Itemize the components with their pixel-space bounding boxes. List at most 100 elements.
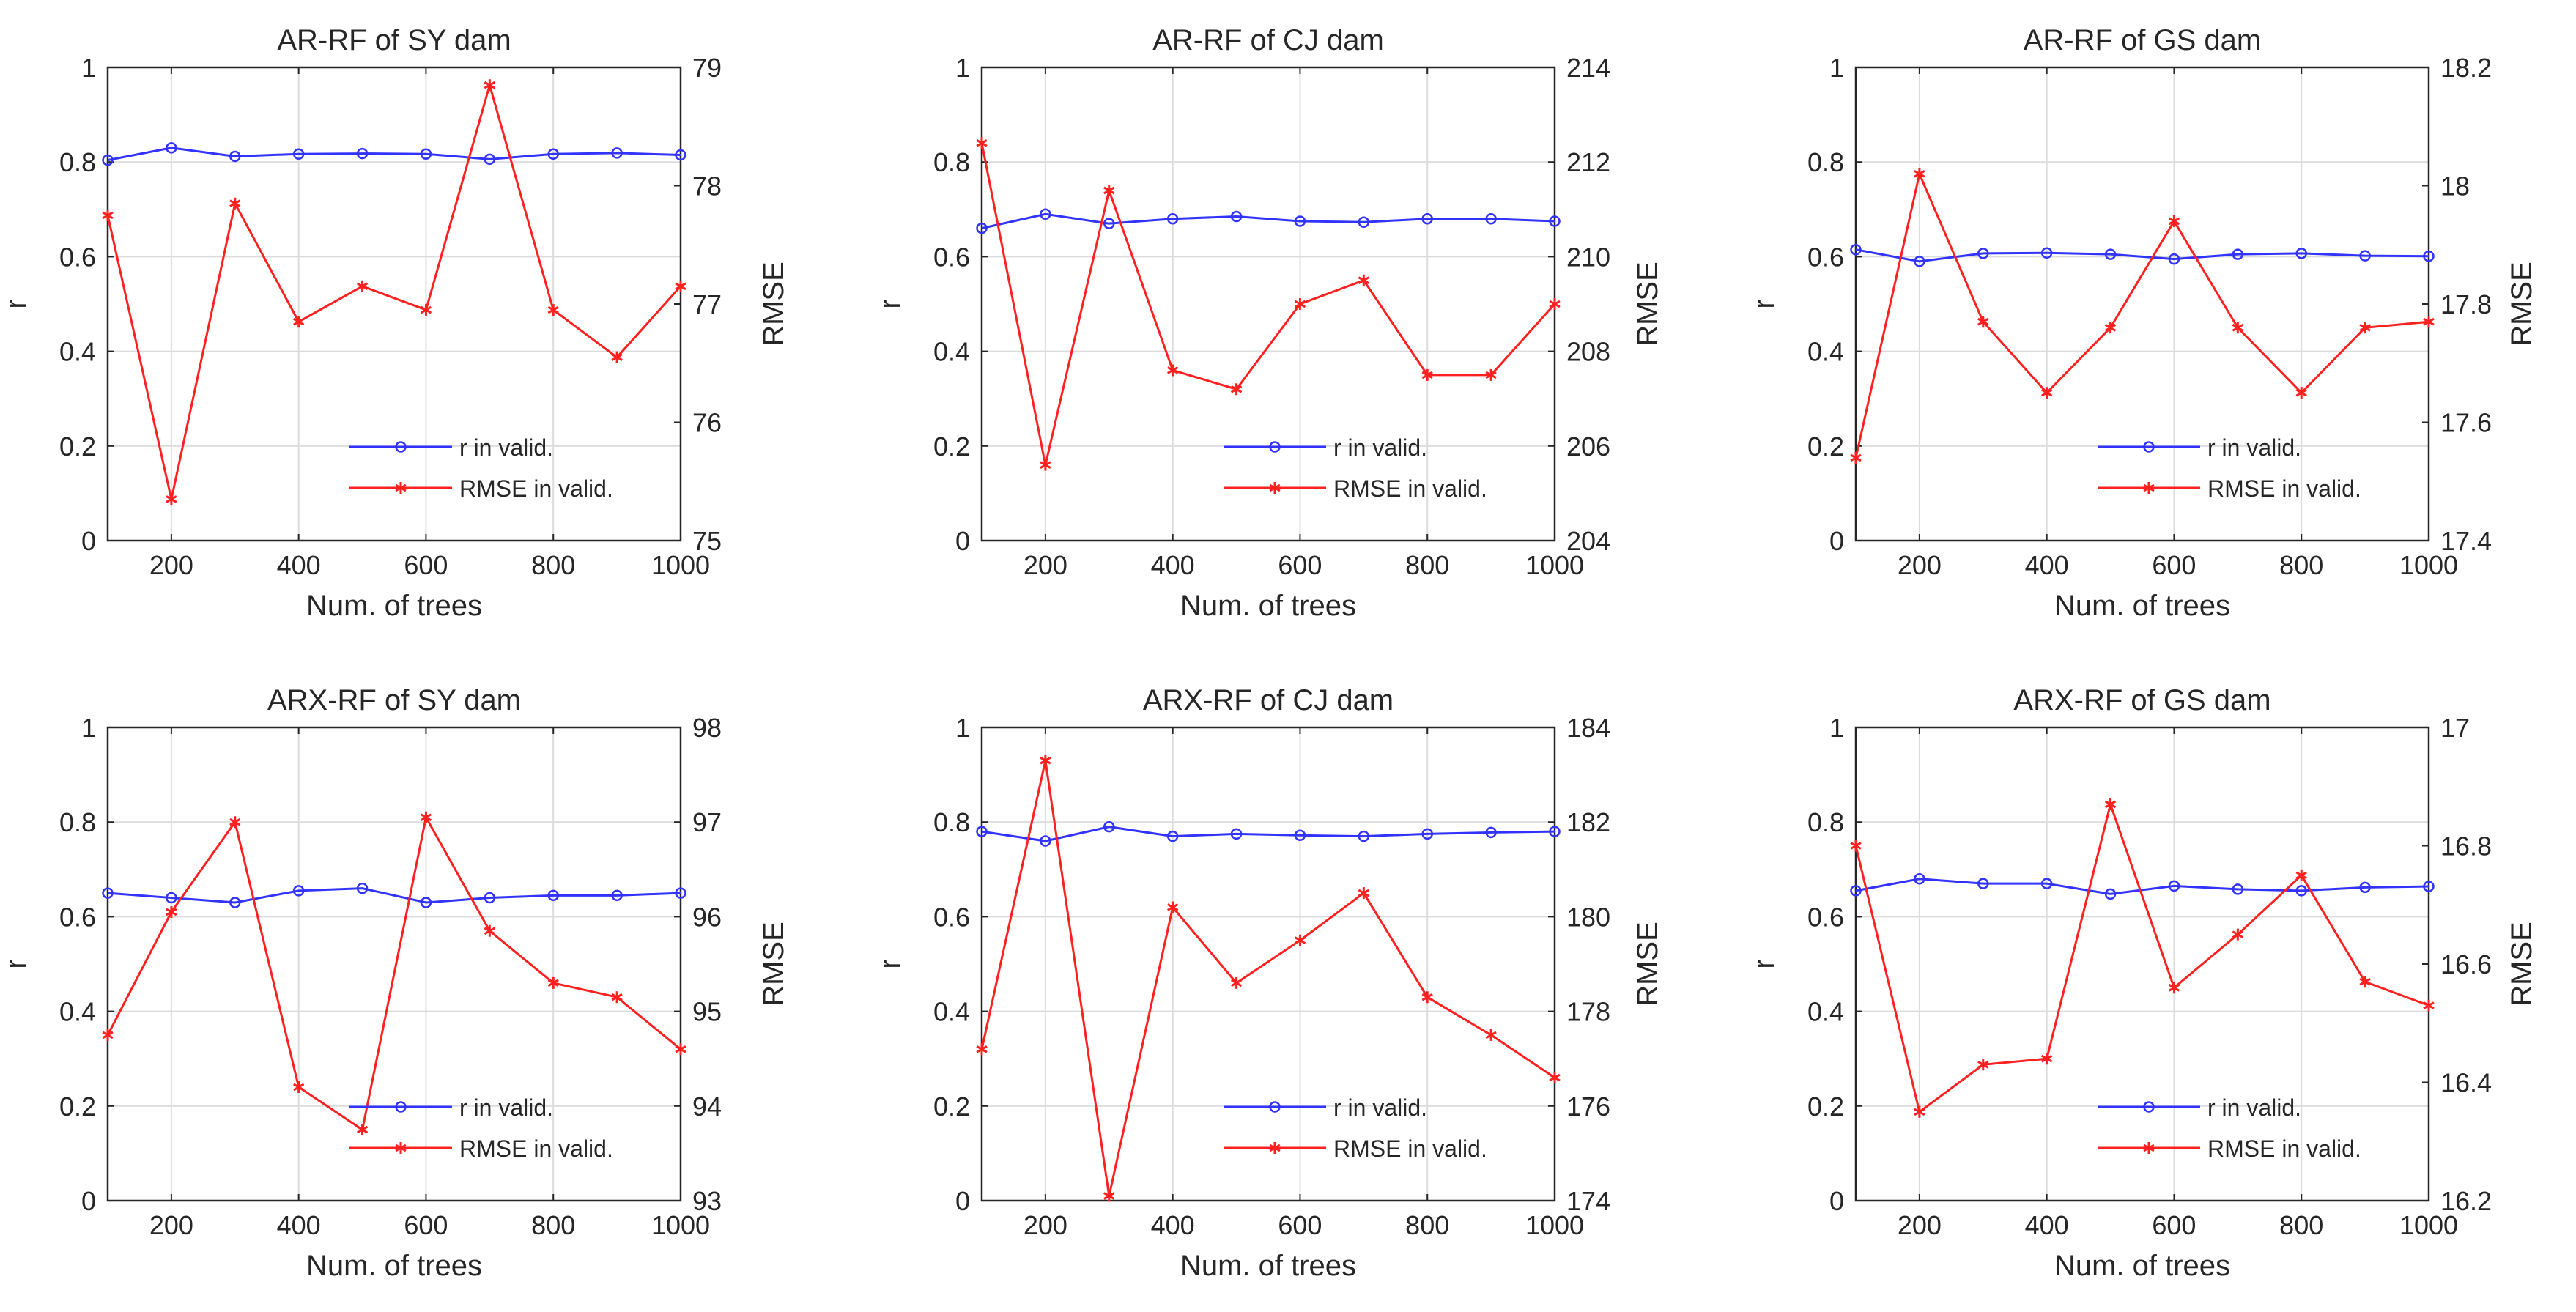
legend-r-marker xyxy=(395,1101,407,1113)
y-left-tick-label: 0 xyxy=(955,1186,970,1216)
y-left-tick-label: 0.6 xyxy=(1807,902,1844,932)
r-point xyxy=(292,885,305,897)
rmse-point xyxy=(102,209,114,221)
x-tick-label: 1000 xyxy=(1525,550,1584,580)
rmse-point xyxy=(2295,387,2307,399)
y-left-tick-label: 0.4 xyxy=(933,997,970,1027)
r-point xyxy=(1294,215,1306,227)
y-right-tick-label: 210 xyxy=(1566,242,1610,272)
r-point xyxy=(1914,872,1925,885)
y-left-axis-label: r xyxy=(0,299,32,308)
r-point xyxy=(1977,878,1989,889)
y-left-tick-label: 1 xyxy=(81,53,96,83)
y-right-tick-label: 178 xyxy=(1566,997,1610,1027)
axes-box xyxy=(980,726,1556,1202)
legend-rmse-label: RMSE in valid. xyxy=(459,475,613,502)
r-point xyxy=(1421,828,1433,840)
legend-r-label: r in valid. xyxy=(2207,434,2301,461)
r-point xyxy=(976,222,988,234)
x-tick-label: 400 xyxy=(277,550,321,580)
x-tick-label: 400 xyxy=(2025,550,2069,580)
r-point xyxy=(229,150,241,163)
legend-r-label: r in valid. xyxy=(1333,434,1427,461)
rmse-point xyxy=(2040,1053,2053,1065)
r-point xyxy=(547,889,559,902)
r-point xyxy=(1166,830,1179,842)
rmse-point xyxy=(1294,298,1306,310)
r-point xyxy=(675,149,686,161)
y-right-tick-label: 17.8 xyxy=(2440,289,2492,319)
rmse-point xyxy=(1850,451,1862,464)
r-point xyxy=(420,897,432,908)
subplot-5: 200 400 600 800 1000 0 0.2 0.4 0.6 0.8 1 174 176 178 1… xyxy=(874,684,1664,1282)
x-tick-label: 600 xyxy=(1278,1210,1322,1240)
series-r-line xyxy=(1855,878,2429,895)
legend-rmse-label: RMSE in valid. xyxy=(1333,475,1487,502)
rmse-point xyxy=(2423,316,2435,328)
rmse-point xyxy=(1549,1072,1561,1084)
r-point xyxy=(1485,826,1497,839)
y-right-tick-label: 78 xyxy=(692,171,722,201)
chart-title: ARX-RF of GS dam xyxy=(2013,684,2270,716)
y-right-tick-label: 204 xyxy=(1566,526,1610,556)
r-point xyxy=(2040,247,2053,259)
rmse-point xyxy=(1103,1190,1115,1202)
x-tick-label: 200 xyxy=(1024,550,1067,580)
series-r-line xyxy=(981,212,1555,230)
r-point xyxy=(2423,251,2435,262)
x-tick-label: 800 xyxy=(2279,550,2323,580)
y-left-tick-label: 0.2 xyxy=(933,431,970,462)
y-left-tick-label: 0.4 xyxy=(933,337,970,367)
rmse-point xyxy=(976,1043,988,1056)
y-right-axis-label: RMSE xyxy=(2506,922,2538,1007)
r-point xyxy=(102,887,114,899)
y-left-axis-label: r xyxy=(1748,959,1780,968)
subplot-6: 200 400 600 800 1000 0 0.2 0.4 0.6 0.8 1 16.2 16.4 16… xyxy=(1748,684,2538,1282)
rmse-point xyxy=(2423,999,2435,1012)
y-right-tick-label: 18.2 xyxy=(2440,53,2492,83)
legend-rmse-marker xyxy=(395,482,407,494)
rmse-point xyxy=(1166,364,1179,377)
y-left-axis-label: r xyxy=(1748,299,1780,308)
x-tick-label: 800 xyxy=(1405,1210,1449,1240)
x-tick-label: 800 xyxy=(531,550,575,580)
y-left-axis-label: r xyxy=(874,299,906,308)
y-left-tick-label: 0 xyxy=(81,526,96,556)
r-point xyxy=(484,153,496,166)
subplot-3: 200 400 600 800 1000 0 0.2 0.4 0.6 0.8 1 17.4 17.6 17… xyxy=(1748,24,2538,622)
rmse-point xyxy=(292,316,305,328)
r-point xyxy=(356,882,369,894)
y-left-tick-label: 0.2 xyxy=(59,431,96,462)
rmse-point xyxy=(2104,798,2117,810)
x-axis-label: Num. of trees xyxy=(306,590,482,622)
series-r-line xyxy=(1855,248,2429,263)
y-right-tick-label: 18 xyxy=(2440,171,2470,201)
x-axis-label: Num. of trees xyxy=(2054,1250,2230,1282)
r-point xyxy=(1294,829,1306,842)
r-point xyxy=(1103,820,1115,833)
r-point xyxy=(1850,885,1862,897)
r-point xyxy=(1549,215,1561,227)
r-point xyxy=(1166,212,1179,225)
y-left-tick-label: 0.2 xyxy=(933,1092,970,1122)
r-point xyxy=(1230,828,1243,840)
x-tick-label: 200 xyxy=(149,550,193,580)
legend-rmse-marker xyxy=(1269,482,1281,494)
y-right-tick-label: 97 xyxy=(692,807,722,837)
rmse-point xyxy=(1040,755,1051,767)
series-rmse-line xyxy=(106,814,681,1132)
legend-r-marker xyxy=(2143,1101,2155,1113)
r-point xyxy=(675,887,686,899)
y-left-tick-label: 0.4 xyxy=(59,337,96,367)
legend-rmse-label: RMSE in valid. xyxy=(2207,475,2361,502)
rmse-point xyxy=(2232,322,2244,334)
y-right-tick-label: 17.4 xyxy=(2440,526,2492,556)
r-point xyxy=(1230,210,1243,223)
y-right-tick-label: 16.2 xyxy=(2440,1186,2492,1216)
rmse-point xyxy=(1166,901,1179,913)
y-left-tick-label: 0 xyxy=(1829,526,1844,556)
series-rmse-line xyxy=(1854,170,2429,459)
y-left-tick-label: 0.8 xyxy=(1807,807,1844,837)
r-point xyxy=(1040,208,1051,220)
